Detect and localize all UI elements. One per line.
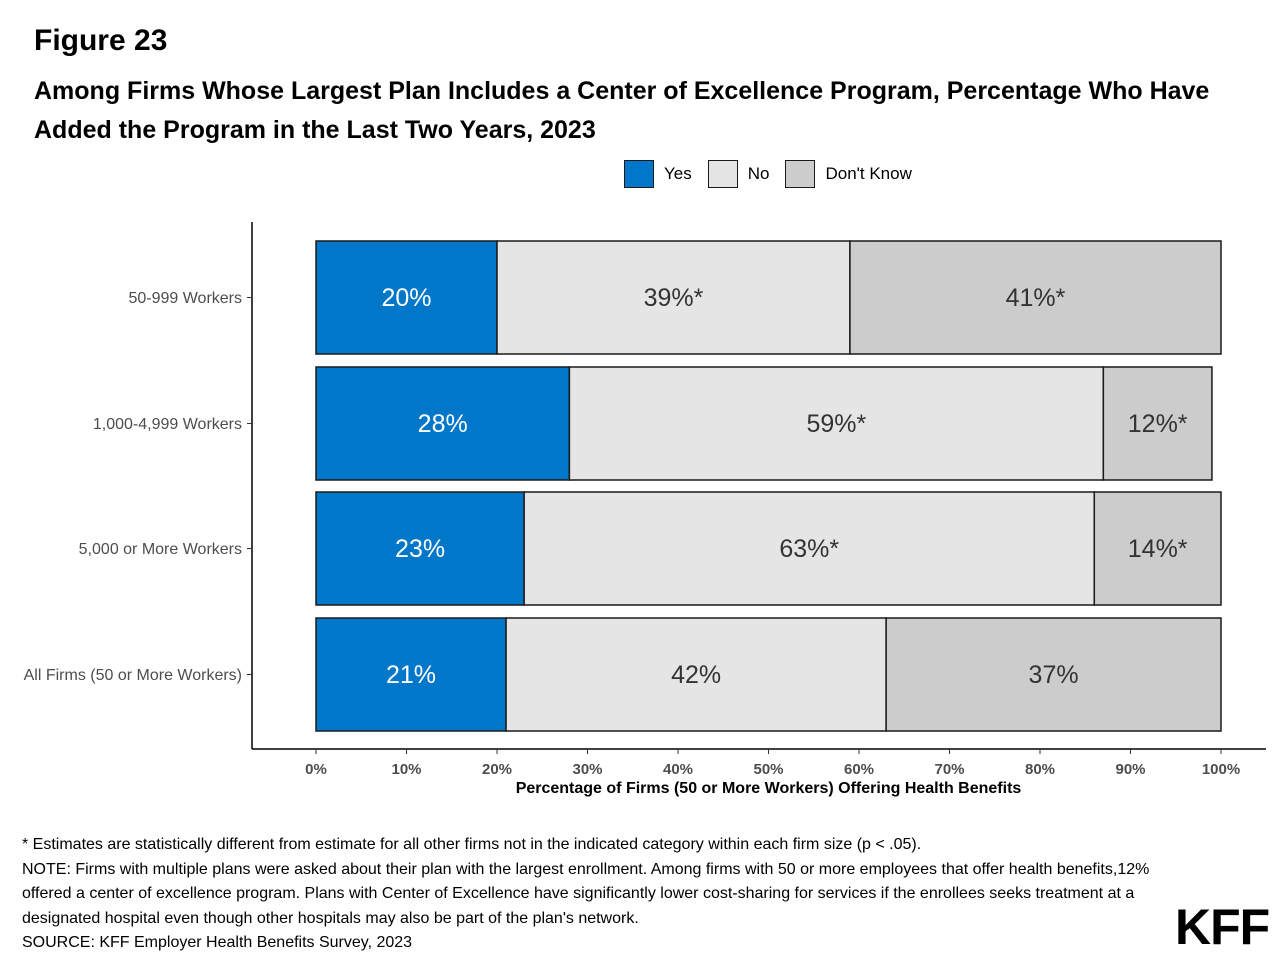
bar-segment-no [568,366,1105,481]
figure-label: Figure 23 [34,24,168,57]
data-label: 42% [671,661,721,689]
data-label: 41%* [1006,284,1066,312]
x-tick-label: 50% [753,761,783,778]
data-label: 63%* [779,535,839,563]
chart-title: Among Firms Whose Largest Plan Includes … [34,77,1210,144]
bar-segment-don-t-know [849,240,1222,355]
legend-swatch-yes [624,160,654,188]
legend-label-dont-know: Don't Know [825,164,912,183]
data-label: 21% [386,661,436,689]
x-tick-label: 40% [663,761,693,778]
bar-segment-don-t-know [1102,366,1213,481]
x-axis-title: Percentage of Firms (50 or More Workers)… [516,780,1022,797]
data-label: 23% [395,535,445,563]
x-tick-label: 70% [934,761,964,778]
legend-item-yes: Yes [624,160,692,188]
legend-label-yes: Yes [664,164,692,183]
asterisk-note: * Estimates are statistically different … [22,836,922,853]
legend-swatch-no [707,160,738,188]
data-label: 14%* [1128,535,1188,563]
x-tick-label: 30% [572,761,602,778]
kff-logo: KFF [1175,899,1270,955]
bar-segment-don-t-know [1093,491,1222,606]
method-note: NOTE: Firms with multiple plans were ask… [22,860,1150,927]
legend-label-no: No [747,164,770,183]
legend-item-dont-know: Don't Know [785,160,912,188]
y-tick-label: All Firms (50 or More Workers) [24,667,242,684]
source-note: SOURCE: KFF Employer Health Benefits Sur… [22,934,413,951]
bar-segment-no [505,617,887,732]
bar-segment-no [496,240,851,355]
x-tick-label: 60% [844,761,874,778]
y-tick-label: 5,000 or More Workers [79,541,242,558]
y-tick-label: 50-999 Workers [128,290,242,307]
x-tick-label: 10% [391,761,421,778]
x-tick-label: 100% [1202,761,1240,778]
data-label: 39%* [644,284,704,312]
legend: Yes No Don't Know [624,160,918,188]
footnotes: * Estimates are statistically different … [22,833,1182,956]
stacked-bar-chart: 50-999 Workers 20% 39%* 41%* 1,000-4,999 Wor… [24,222,1266,797]
bar-segment-yes [315,366,571,481]
data-label: 28% [418,410,468,438]
x-tick-label: 20% [482,761,512,778]
x-tick-label: 90% [1115,761,1145,778]
data-label: 12%* [1128,410,1188,438]
data-label: 20% [381,284,431,312]
x-tick-label: 80% [1025,761,1055,778]
bar-segment-yes [315,240,498,355]
y-tick-label: 1,000-4,999 Workers [93,416,242,433]
legend-swatch-dont-know [785,160,816,188]
x-tick-label: 0% [305,761,327,778]
data-label: 59%* [806,410,866,438]
legend-item-no: No [707,160,770,188]
bar-segment-yes [315,491,525,606]
data-label: 37% [1029,661,1079,689]
bar-segment-don-t-know [885,617,1222,732]
bar-segment-yes [315,617,507,732]
